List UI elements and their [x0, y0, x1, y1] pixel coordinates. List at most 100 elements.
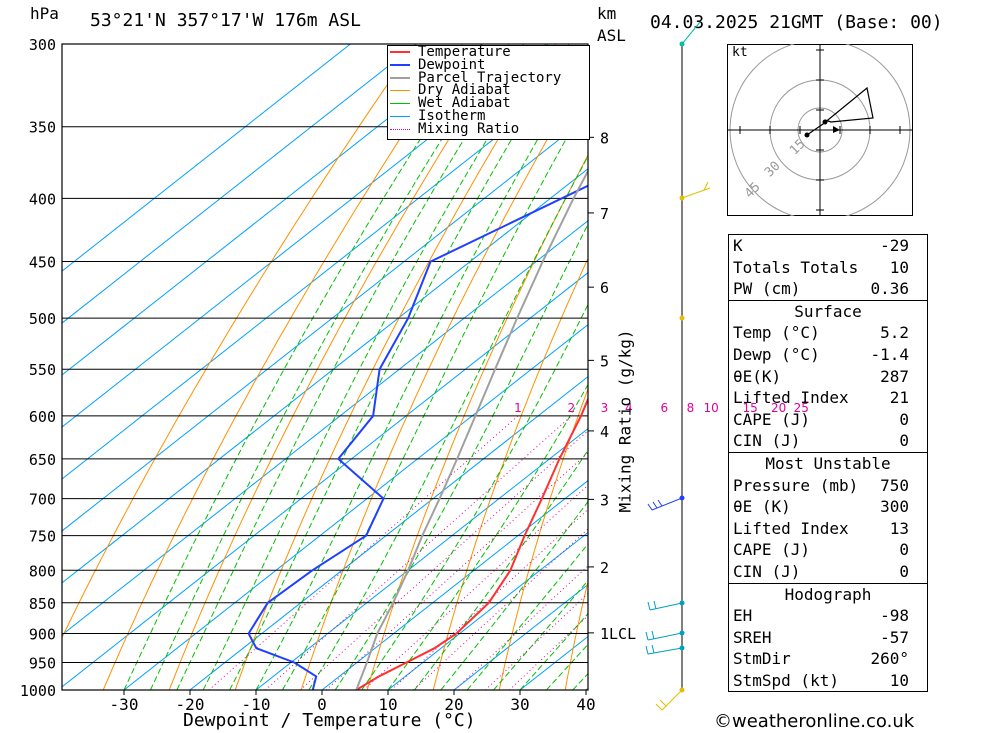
pressure-tick-label: 450 [29, 254, 56, 272]
table-row: Totals Totals 10 [733, 257, 909, 277]
table-row: Lifted Index 13 [733, 518, 909, 538]
legend-swatch [390, 64, 410, 67]
series-line-temperature [355, 396, 588, 690]
wind-barb [655, 689, 683, 711]
wind-barb [645, 644, 683, 655]
location-title: 53°21'N 357°17'W 176m ASL [90, 10, 361, 31]
wet-adiabat [440, 500, 588, 690]
isotherm-line [62, 44, 549, 428]
most-unstable-title: Most Unstable [765, 453, 891, 473]
mixing-ratio-label: 8 [687, 401, 695, 415]
legend-item: Parcel Trajectory [390, 69, 562, 86]
isotherm-line [62, 44, 351, 272]
wet-adiabat [176, 44, 525, 690]
pressure-tick-label: 600 [29, 408, 56, 426]
datetime-title: 04.03.2025 21GMT (Base: 00) [650, 12, 943, 33]
temp-tick-label: -20 [176, 695, 205, 714]
wet-adiabat [414, 449, 588, 690]
km-tick-label: 7 [600, 205, 609, 223]
pressure-tick-label: 650 [29, 451, 56, 469]
isotherm-line [62, 116, 588, 532]
temp-tick-label: 20 [444, 695, 463, 714]
km-tick-label: 8 [600, 129, 609, 147]
km-tick-label: 4 [600, 423, 609, 441]
wet-adiabat [123, 44, 483, 690]
wet-adiabat [466, 543, 588, 690]
pressure-tick-label: 1000 [20, 682, 56, 700]
legend-items: Temperature Dewpoint Parcel Trajectory Dry … [390, 45, 562, 137]
legend-label: Dewpoint [418, 56, 486, 73]
legend-item: Mixing Ratio [390, 120, 561, 137]
legend-item: Dry Adiabat [390, 84, 561, 97]
height-unit-asl: ASL [597, 26, 626, 45]
table-row: θE (K) 300 [733, 497, 909, 517]
mixing-ratio-line [454, 565, 588, 690]
dry-adiabat [168, 44, 510, 690]
temp-tick-label: 40 [576, 695, 595, 714]
footer-credit[interactable]: ©weatheronline.co.uk [714, 711, 915, 732]
pressure-tick-label: 800 [29, 562, 56, 580]
km-tick-label: 5 [600, 352, 609, 370]
mixing-ratio-label: 15 [742, 401, 757, 415]
km-tick-label: 1LCL [600, 625, 636, 643]
dry-adiabat [564, 579, 588, 690]
legend-swatch [390, 76, 410, 79]
height-unit-km: km [597, 4, 617, 23]
mixing-ratio-label: 6 [660, 401, 668, 415]
table-row: CAPE (J) 0 [733, 540, 909, 560]
legend-swatch [390, 115, 410, 117]
table-row: StmDir 260° [733, 649, 909, 669]
mixing-ratio-label: 4 [625, 401, 633, 415]
temp-tick-label: -10 [242, 695, 271, 714]
hodograph-table-title: Hodograph [784, 584, 872, 604]
table-row: Lifted Index 21 [733, 388, 909, 408]
isotherm-line [255, 427, 588, 690]
legend-swatch [390, 90, 410, 92]
pressure-tick-label: 500 [29, 310, 56, 328]
hodograph-unit: kt [732, 45, 748, 60]
wind-barb [681, 21, 701, 45]
mixing-ratio-line [265, 415, 572, 690]
pressure-tick-label: 700 [29, 491, 56, 509]
isotherm-line [62, 220, 588, 636]
mixing-ratio-axis-label: Mixing Ratio (g/kg) [615, 329, 635, 513]
pressure-tick-label: 400 [29, 190, 56, 208]
table-row: Dewp (°C) -1.4 [733, 344, 909, 364]
table-row: CIN (J) 0 [733, 561, 909, 581]
km-tick-label: 2 [600, 559, 609, 577]
km-tick-label: 6 [600, 279, 609, 297]
pressure-tick-label: 750 [29, 528, 56, 546]
wet-adiabat [255, 52, 588, 690]
legend [387, 45, 590, 140]
wind-barb [647, 497, 683, 511]
legend-label: Dry Adiabat [418, 82, 511, 99]
mixing-ratio-label: 1 [514, 401, 522, 415]
table-row: SREH -57 [733, 627, 909, 647]
table-row: StmSpd (kt) 10 [733, 670, 909, 690]
temp-tick-label: -30 [110, 695, 139, 714]
isotherm-line [189, 375, 588, 690]
legend-label: Wet Adiabat [418, 95, 511, 112]
isotherm-line [62, 64, 588, 480]
table-row: Pressure (mb) 750 [733, 475, 909, 495]
legend-swatch [390, 128, 410, 130]
pressure-tick-label: 950 [29, 654, 56, 672]
mixing-ratio-line [391, 508, 588, 690]
hodograph [727, 44, 913, 216]
dry-adiabat [961, 44, 1000, 690]
legend-swatch [390, 51, 410, 54]
isotherm-line [62, 44, 417, 324]
isotherm-line [321, 479, 588, 690]
legend-label: Isotherm [418, 107, 486, 124]
table-row: θE(K) 287 [733, 366, 909, 386]
table-row: Temp (°C) 5.2 [733, 323, 909, 343]
pressure-tick-label: 900 [29, 625, 56, 643]
legend-label: Parcel Trajectory [418, 69, 562, 86]
mixing-ratio-label: 20 [771, 401, 786, 415]
pressure-tick-label: 300 [29, 36, 56, 54]
legend-label: Mixing Ratio [418, 120, 520, 137]
mixing-ratio-label: 10 [704, 401, 719, 415]
temp-tick-label: 10 [378, 695, 397, 714]
temp-tick-label: 30 [510, 695, 529, 714]
